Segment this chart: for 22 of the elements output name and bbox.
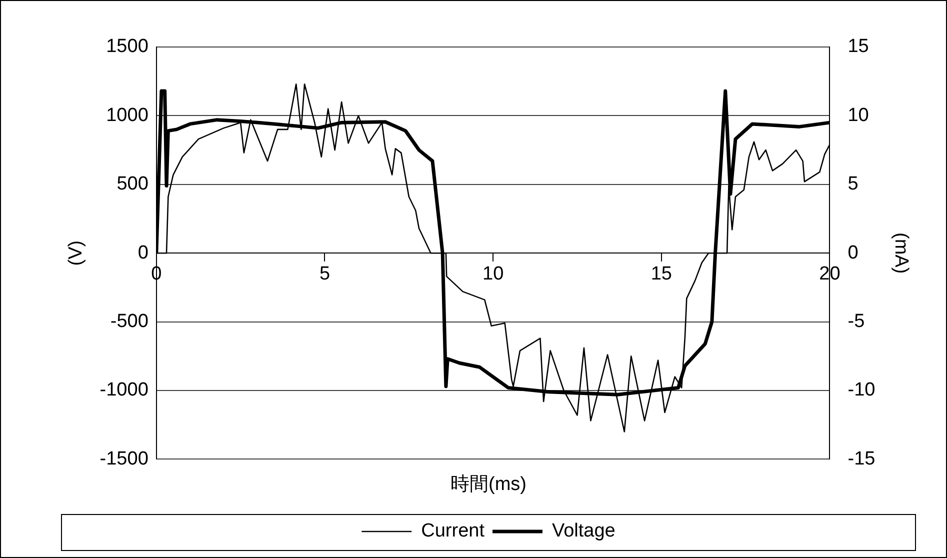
y-tick-label: 500 [116,174,148,195]
y2-tick-label: -10 [848,380,876,401]
y2-tick-label: 5 [848,174,858,195]
y2-tick-label: 0 [848,242,858,264]
y2-tick-label: -15 [848,448,876,470]
y-tick-label: -1000 [100,380,148,401]
legend-label: Voltage [552,520,616,542]
y-tick-label: -1500 [100,448,148,470]
y2-axis-title: (mA) [890,232,912,274]
y-tick-label: 0 [138,242,148,264]
legend-label: Current [421,520,486,542]
y-tick-label: -500 [110,311,148,332]
y-tick-label: 1000 [106,104,148,126]
y-tick-label: 1500 [106,36,148,58]
x-axis-title: 時間(ms) [450,474,526,495]
x-tick-label: 10 [482,264,504,285]
x-tick-label: 5 [319,264,330,285]
y2-tick-label: 10 [848,104,869,126]
y2-tick-label: -5 [848,311,865,332]
y2-tick-label: 15 [848,36,869,58]
y-axis-title: (V) [66,240,87,266]
x-tick-label: 15 [650,264,672,285]
